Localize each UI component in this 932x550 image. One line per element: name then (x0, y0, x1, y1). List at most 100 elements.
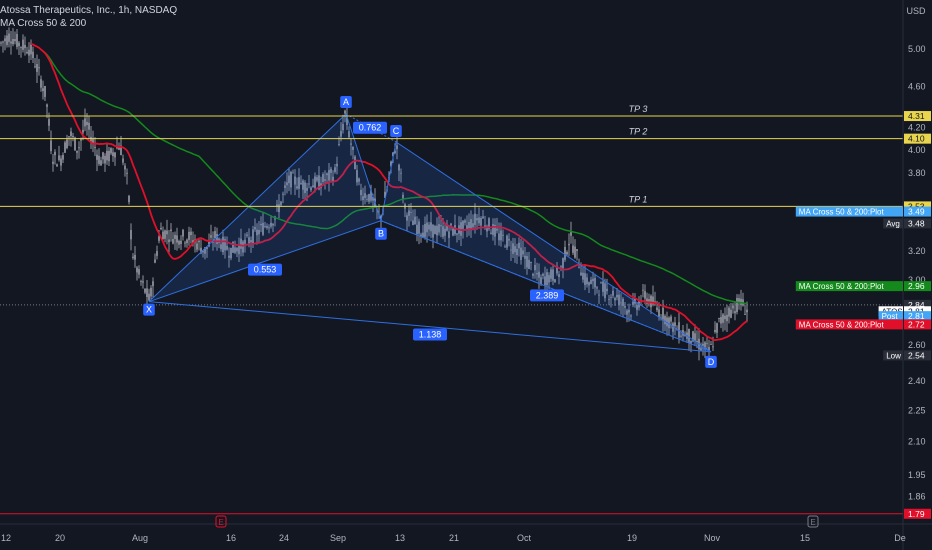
candle-body (602, 281, 604, 292)
candle-body (276, 204, 278, 207)
candle-body (272, 223, 274, 226)
pattern-point-a: A (343, 97, 349, 107)
candle-body (176, 235, 178, 243)
candle-body (16, 34, 18, 47)
indicator-title[interactable]: MA Cross 50 & 200 (0, 18, 87, 29)
candle-body (364, 193, 366, 198)
pattern-point-b: B (378, 229, 384, 239)
candle-body (552, 269, 554, 281)
candle-body (462, 220, 464, 229)
candle-body (636, 305, 638, 310)
price-tick-label: 2.60 (908, 340, 926, 350)
time-tick-label: Oct (517, 533, 532, 543)
time-axis[interactable]: 12 20 Aug 16 24 Sep 13 21 Oct 19 Nov 15 De E E (0, 515, 932, 543)
candle-body (746, 309, 748, 313)
pattern-point-x: X (146, 305, 152, 315)
time-tick-label: Sep (330, 533, 346, 543)
candle-body (24, 44, 26, 49)
price-tag-label-bg (795, 281, 903, 292)
candle-body (366, 198, 368, 200)
candle-body (294, 176, 296, 185)
time-tick-label: 15 (800, 533, 810, 543)
candle-body (524, 255, 526, 259)
price-tag-bg (904, 281, 931, 292)
candle-body (446, 223, 448, 231)
pattern-point-d-bg (705, 355, 717, 368)
candle-body (340, 131, 342, 137)
candle-body (138, 269, 140, 275)
price-tick-label: 3.80 (908, 168, 926, 178)
price-tick-label: 2.10 (908, 436, 926, 446)
price-tag-value: 2.81 (908, 311, 925, 321)
ratio-label-bg (353, 121, 387, 134)
candle-body (424, 224, 426, 238)
price-tag-value: 1.79 (908, 509, 925, 519)
candle-body (370, 189, 372, 201)
candle-body (46, 104, 48, 107)
candle-body (622, 298, 624, 306)
candle-body (94, 146, 96, 148)
candle-body (26, 51, 28, 54)
candle-body (118, 146, 120, 150)
candle-body (316, 177, 318, 181)
candle-body (498, 233, 500, 241)
price-tag-label: Avg (886, 219, 900, 228)
candle-body (204, 247, 206, 254)
ratio-label-bg (530, 289, 564, 302)
candle-body (448, 231, 450, 238)
price-tick-label: 3.20 (908, 246, 926, 256)
candle-body (496, 228, 498, 231)
candle-body (734, 311, 736, 314)
price-tag-value: 2.72 (908, 319, 925, 329)
candle-body (308, 183, 310, 185)
candle-body (280, 201, 282, 206)
candle-body (150, 287, 152, 297)
candle-body (342, 124, 344, 131)
candle-body (548, 275, 550, 283)
candle-body (54, 151, 56, 156)
ratio-label-bg (413, 328, 447, 341)
candle-body (90, 136, 92, 143)
candle-body (28, 49, 30, 56)
candle-body (324, 179, 326, 181)
candle-body (222, 236, 224, 253)
candle-body (474, 213, 476, 225)
candle-body (220, 244, 222, 249)
symbol-title[interactable]: Atossa Therapeutics, Inc., 1h, NASDAQ (0, 5, 178, 16)
price-tag-label-bg (883, 350, 903, 361)
candle-body (216, 234, 218, 244)
price-tag-value: 2.96 (908, 281, 925, 291)
candle-body (600, 282, 602, 284)
ratio-label: 0.762 (359, 123, 382, 133)
candle-body (688, 328, 690, 343)
candle-body (98, 155, 100, 164)
candle-body (566, 252, 568, 255)
ma50-line (30, 43, 748, 342)
candle-body (528, 259, 530, 269)
candle-body (652, 296, 654, 305)
candle-body (574, 246, 576, 258)
tp-price-tag: 4.31 (908, 111, 925, 121)
candle-body (148, 293, 150, 301)
price-tick-label: 1.86 (908, 491, 926, 501)
candle-body (482, 216, 484, 219)
ratio-label-bg (248, 263, 282, 276)
candle-body (214, 231, 216, 239)
tp-price-tag-bg (904, 133, 931, 144)
price-axis[interactable]: USD5.004.604.204.003.803.403.203.002.602… (902, 0, 926, 550)
candle-body (200, 247, 202, 254)
time-tick-label: 20 (55, 533, 65, 543)
candle-body (306, 187, 308, 191)
candle-body (518, 242, 520, 249)
candle-body (718, 318, 720, 319)
candle-body (410, 211, 412, 213)
candle-body (480, 218, 482, 226)
price-tag-label: Post (882, 312, 899, 321)
candle-body (526, 256, 528, 268)
candle-body (506, 235, 508, 248)
candle-body (368, 194, 370, 202)
price-tag-bg (904, 218, 931, 229)
candle-body (522, 250, 524, 255)
candle-body (44, 86, 46, 97)
